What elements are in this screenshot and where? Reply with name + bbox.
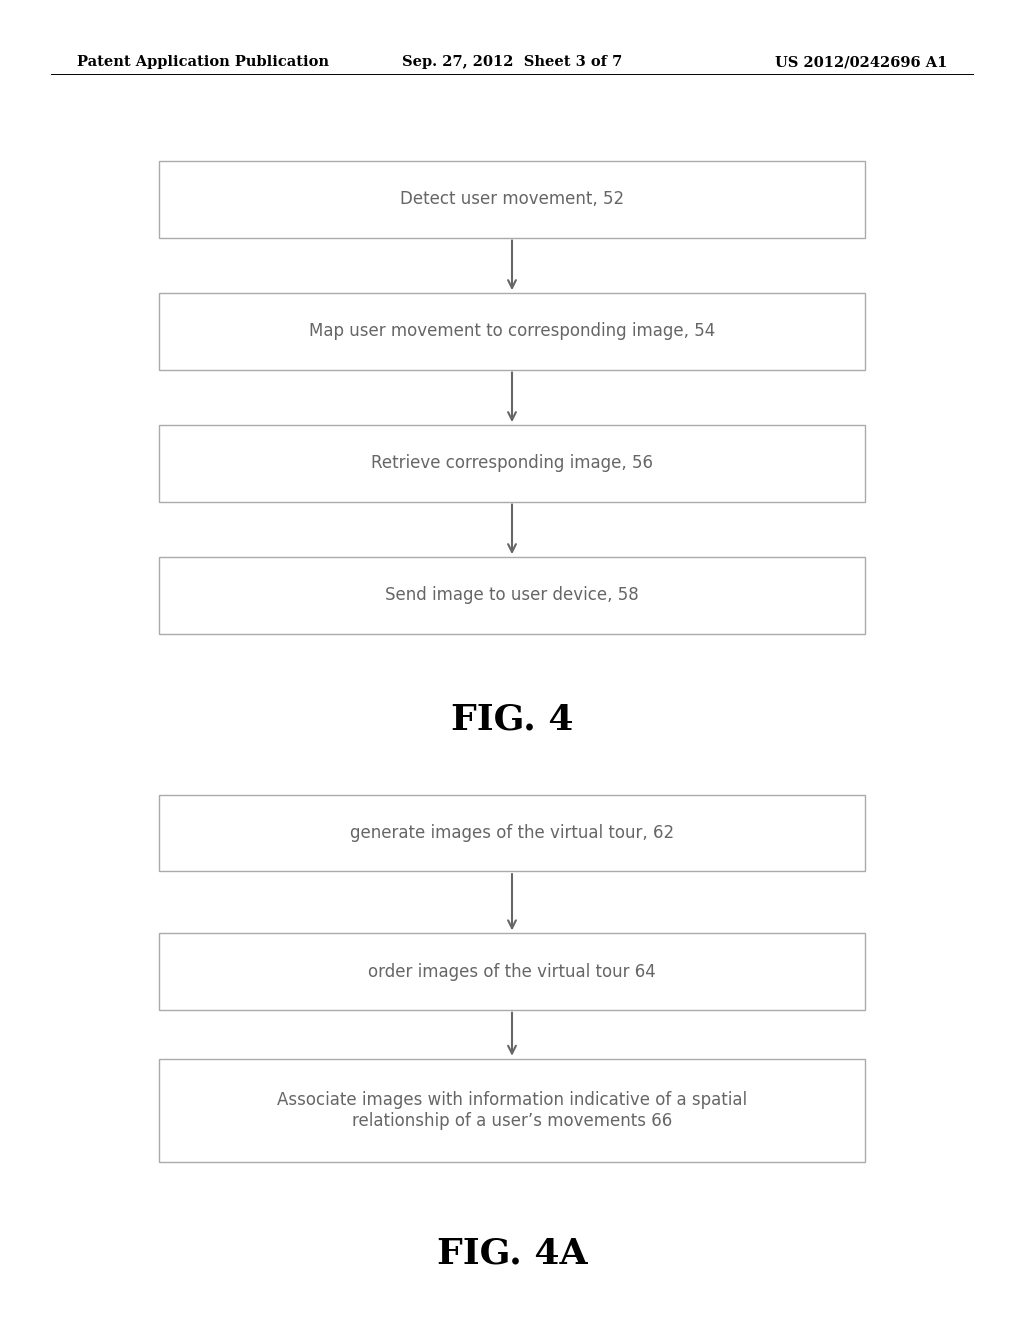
Text: Patent Application Publication: Patent Application Publication [77,55,329,70]
FancyBboxPatch shape [159,161,865,238]
Text: Map user movement to corresponding image, 54: Map user movement to corresponding image… [309,322,715,341]
Text: Sep. 27, 2012  Sheet 3 of 7: Sep. 27, 2012 Sheet 3 of 7 [401,55,623,70]
Text: Send image to user device, 58: Send image to user device, 58 [385,586,639,605]
FancyBboxPatch shape [159,1059,865,1162]
FancyBboxPatch shape [159,557,865,634]
FancyBboxPatch shape [159,795,865,871]
Text: US 2012/0242696 A1: US 2012/0242696 A1 [775,55,947,70]
Text: FIG. 4A: FIG. 4A [436,1237,588,1271]
Text: Associate images with information indicative of a spatial
relationship of a user: Associate images with information indica… [276,1090,748,1130]
FancyBboxPatch shape [159,933,865,1010]
FancyBboxPatch shape [159,425,865,502]
Text: generate images of the virtual tour, 62: generate images of the virtual tour, 62 [350,824,674,842]
Text: order images of the virtual tour 64: order images of the virtual tour 64 [368,962,656,981]
Text: FIG. 4: FIG. 4 [451,702,573,737]
FancyBboxPatch shape [159,293,865,370]
Text: Detect user movement, 52: Detect user movement, 52 [400,190,624,209]
Text: Retrieve corresponding image, 56: Retrieve corresponding image, 56 [371,454,653,473]
